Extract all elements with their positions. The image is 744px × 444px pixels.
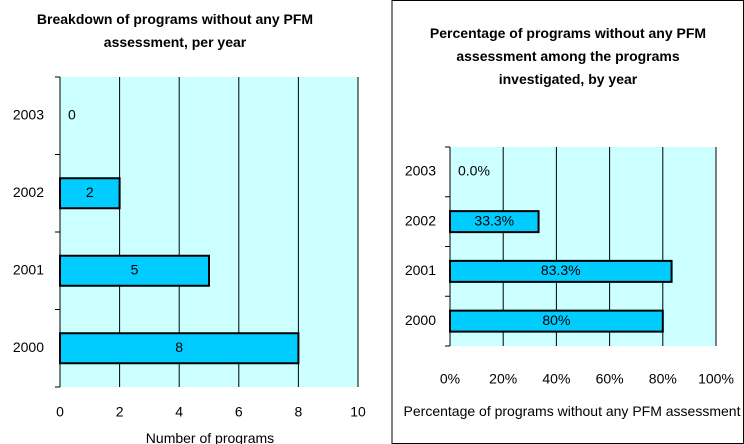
bar bbox=[449, 210, 540, 234]
x-tick-label: 8 bbox=[295, 404, 303, 420]
y-tick-label: 2001 bbox=[13, 261, 44, 277]
x-tick-label: 10 bbox=[350, 404, 366, 420]
data-label: 8 bbox=[175, 339, 183, 355]
bar bbox=[449, 259, 673, 283]
y-tick-label: 2003 bbox=[13, 106, 44, 122]
x-tick-label: 2 bbox=[116, 404, 124, 420]
x-tick-label: 100% bbox=[698, 371, 734, 387]
bar bbox=[59, 177, 121, 210]
y-tick-label: 2003 bbox=[405, 163, 436, 179]
x-tick-label: 40% bbox=[542, 371, 570, 387]
bar bbox=[59, 254, 210, 287]
x-tick-label: 6 bbox=[235, 404, 243, 420]
bar bbox=[59, 332, 300, 365]
y-tick-label: 2002 bbox=[405, 212, 436, 228]
x-tick-label: 80% bbox=[649, 371, 677, 387]
data-label: 83.3% bbox=[541, 262, 581, 278]
y-tick-label: 2002 bbox=[13, 184, 44, 200]
data-label: 0 bbox=[68, 106, 76, 122]
x-tick-label: 0 bbox=[56, 404, 64, 420]
data-label: 5 bbox=[131, 261, 139, 277]
bar bbox=[449, 309, 664, 333]
y-tick-label: 2000 bbox=[405, 312, 436, 328]
data-label: 80% bbox=[542, 312, 570, 328]
x-axis-label: Number of programs bbox=[145, 430, 275, 444]
data-label: 33.3% bbox=[474, 212, 514, 228]
x-tick-label: 60% bbox=[596, 371, 624, 387]
x-axis-label: Percentage of programs without any PFM a… bbox=[403, 403, 741, 419]
chart-title: Breakdown of programs without any PFM as… bbox=[36, 11, 314, 50]
data-label: 2 bbox=[86, 184, 94, 200]
y-tick-label: 2000 bbox=[13, 339, 44, 355]
x-tick-label: 20% bbox=[489, 371, 517, 387]
x-tick-label: 4 bbox=[175, 404, 183, 420]
y-tick-label: 2001 bbox=[405, 262, 436, 278]
x-tick-label: 0% bbox=[440, 371, 460, 387]
chart-title: Percentage of programs without any PFM a… bbox=[429, 25, 707, 87]
data-label: 0.0% bbox=[458, 163, 490, 179]
